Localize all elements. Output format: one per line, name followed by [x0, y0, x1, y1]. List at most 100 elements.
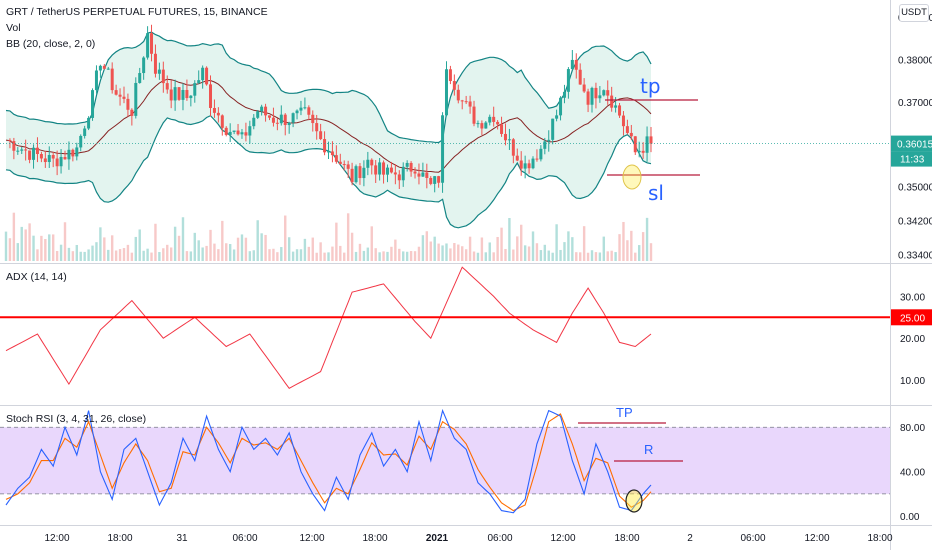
volume-bar: [40, 235, 43, 261]
volume-bar: [260, 233, 263, 261]
candle-body: [637, 150, 641, 153]
volume-bar: [162, 248, 165, 261]
candle-body: [130, 109, 134, 116]
candle-body: [535, 158, 539, 160]
candle-body: [153, 53, 157, 74]
volume-bar: [4, 231, 8, 261]
time-axis-tick: 12:00: [44, 533, 69, 544]
candle-body: [150, 33, 154, 54]
candle-body: [547, 139, 551, 142]
volume-legend: Vol: [6, 22, 21, 34]
adx-level-label: 25.00: [900, 313, 925, 324]
candle-body: [614, 105, 618, 108]
candle-body: [492, 116, 496, 122]
candle-body: [323, 139, 327, 153]
volume-bar: [44, 239, 47, 261]
volume-bar: [32, 235, 35, 261]
candle-body: [476, 123, 480, 125]
candle-body: [315, 123, 319, 132]
volume-bar: [350, 232, 354, 261]
candle-body: [220, 115, 224, 128]
volume-bar: [55, 251, 59, 261]
candle-body: [370, 159, 374, 166]
candle-body: [67, 149, 71, 160]
candle-body: [134, 82, 138, 116]
candle-body: [79, 135, 83, 148]
candle-body: [236, 130, 240, 135]
volume-bar: [193, 232, 196, 261]
volume-bar: [551, 252, 554, 261]
candle-body: [252, 117, 256, 127]
volume-bar: [177, 235, 181, 261]
volume-bar: [437, 243, 440, 261]
candle-body: [559, 97, 563, 116]
volume-bar: [504, 248, 507, 261]
volume-bar: [394, 239, 397, 261]
volume-bar: [138, 229, 141, 261]
volume-bar: [276, 252, 279, 261]
volume-bar: [248, 251, 252, 261]
volume-bar: [335, 222, 338, 261]
adx-level-badge: [891, 309, 932, 326]
candle-body: [539, 148, 543, 160]
time-axis-tick: 18:00: [614, 533, 639, 544]
candle-body: [106, 68, 110, 70]
volume-bar: [114, 250, 118, 261]
volume-bar: [622, 221, 625, 261]
candle-body: [256, 111, 260, 118]
candle-body: [47, 155, 51, 163]
candle-body: [201, 67, 205, 81]
candle-body: [429, 177, 433, 184]
candle-body: [295, 110, 299, 114]
volume-bar: [67, 247, 71, 261]
time-axis-tick: 2021: [426, 533, 449, 544]
time-axis-tick: 18:00: [107, 533, 132, 544]
volume-bar: [197, 240, 200, 261]
volume-bar: [582, 226, 586, 261]
volume-bar: [16, 243, 19, 261]
time-axis-tick: 06:00: [232, 533, 257, 544]
volume-bar: [284, 215, 287, 261]
volume-bar: [468, 236, 472, 261]
last-price-label: 0.36015: [897, 140, 932, 151]
volume-bar: [421, 235, 425, 261]
candle-body: [271, 117, 275, 123]
volume-bar: [110, 235, 114, 261]
volume-bar: [311, 237, 314, 261]
candle-body: [189, 95, 193, 99]
candle-body: [405, 162, 409, 167]
candle-body: [39, 154, 43, 159]
volume-bar: [602, 236, 606, 261]
candle-body: [629, 132, 633, 137]
candle-body: [421, 172, 425, 177]
volume-bar: [496, 236, 499, 261]
candle-body: [63, 156, 67, 160]
candle-body: [240, 132, 244, 135]
candle-body: [209, 84, 213, 108]
candle-body: [578, 69, 582, 85]
volume-bar: [75, 244, 78, 261]
stoch-k-line: [5, 408, 652, 514]
candle-body: [157, 69, 161, 74]
volume-bar: [535, 243, 539, 261]
last-price-badge: [891, 135, 932, 152]
volume-bar: [83, 251, 86, 261]
volume-bar: [201, 247, 204, 261]
volume-bar: [390, 246, 393, 261]
candle-body: [503, 133, 507, 141]
candle-body: [205, 67, 209, 85]
candle-body: [32, 147, 36, 160]
volume-bar: [232, 249, 236, 261]
currency-selector[interactable]: USDT: [899, 4, 929, 22]
volume-bar: [173, 226, 177, 261]
candle-body: [43, 158, 47, 163]
candle-body: [488, 116, 492, 123]
candle-body: [382, 162, 386, 175]
candle-body: [16, 150, 20, 152]
candle-body: [268, 115, 272, 118]
volume-bar: [107, 249, 110, 261]
volume-bar: [36, 249, 39, 261]
volume-bar: [457, 244, 460, 261]
candle-body: [523, 163, 527, 169]
